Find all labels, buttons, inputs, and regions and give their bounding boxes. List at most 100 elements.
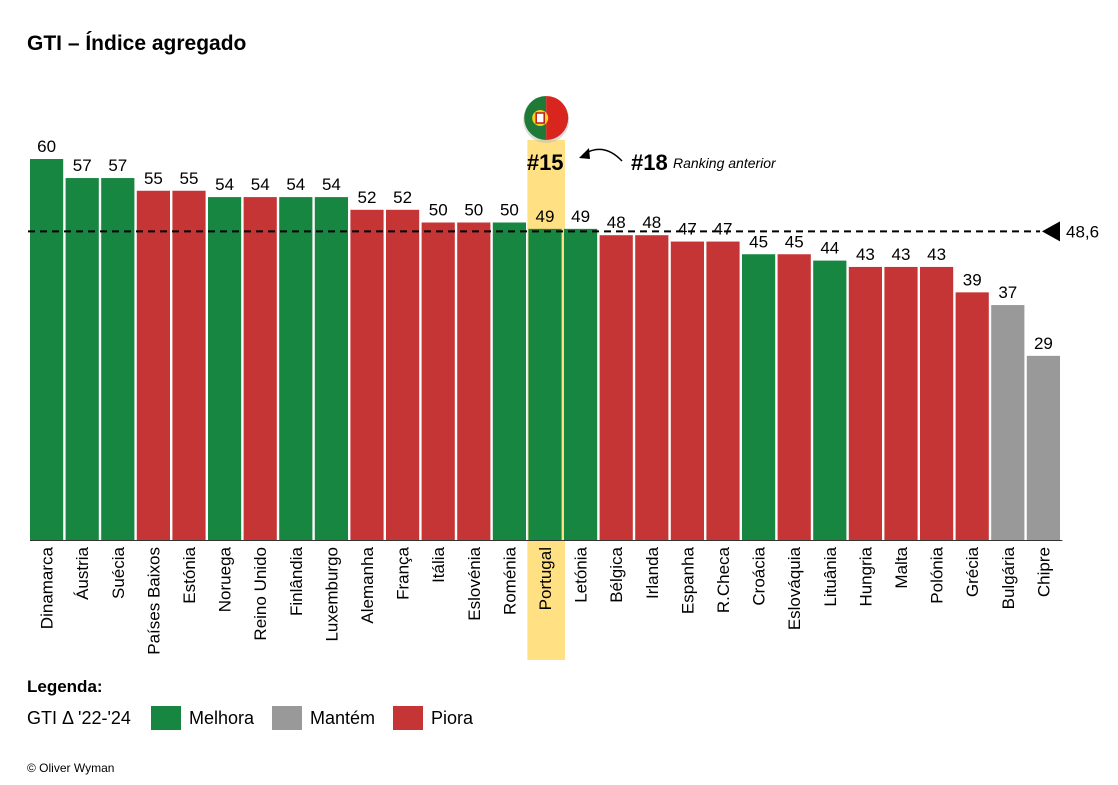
category-label-italia: Itália xyxy=(429,546,448,582)
flag-shield xyxy=(535,112,545,124)
value-label-grecia: 39 xyxy=(963,270,982,289)
category-label-finlandia: Finlândia xyxy=(287,546,306,616)
value-label-franca: 52 xyxy=(393,188,412,207)
bar-reino-unido xyxy=(243,197,277,540)
legend-swatch-piora xyxy=(393,706,424,730)
value-label-r-checa: 47 xyxy=(714,220,733,239)
bar-polonia xyxy=(920,266,954,540)
bar-paises-baixos xyxy=(136,190,170,540)
bar-italia xyxy=(421,222,455,540)
rank-label: #15 xyxy=(527,150,564,175)
flag-red-half xyxy=(546,96,569,140)
category-label-croacia: Croácia xyxy=(750,546,769,605)
chart-title: GTI – Índice agregado xyxy=(27,32,247,55)
value-label-malta: 43 xyxy=(892,245,911,264)
value-label-bulgaria: 37 xyxy=(998,283,1017,302)
average-label: 48,6 xyxy=(1066,222,1099,241)
rank-arrowhead xyxy=(579,148,590,159)
source-credit: © Oliver Wyman xyxy=(27,761,115,775)
previous-rank-caption: Ranking anterior xyxy=(673,155,777,171)
category-label-malta: Malta xyxy=(892,546,911,588)
bar-malta xyxy=(884,266,918,540)
bar-noruega xyxy=(208,197,242,540)
value-label-croacia: 45 xyxy=(749,232,768,251)
bar-r-checa xyxy=(706,241,740,541)
category-label-bulgaria: Bulgária xyxy=(999,546,1018,609)
category-label-reino-unido: Reino Unido xyxy=(251,547,270,641)
legend-label-piora: Piora xyxy=(431,707,474,728)
category-label-noruega: Noruega xyxy=(216,546,235,612)
value-label-austria: 57 xyxy=(73,156,92,175)
category-label-belgica: Bélgica xyxy=(607,546,626,602)
value-label-eslovaquia: 45 xyxy=(785,232,804,251)
value-label-chipre: 29 xyxy=(1034,334,1053,353)
bar-franca xyxy=(386,209,420,541)
value-label-noruega: 54 xyxy=(215,175,234,194)
value-label-dinamarca: 60 xyxy=(37,137,56,156)
previous-rank-label: #18 xyxy=(631,150,668,175)
category-label-luxemburgo: Luxemburgo xyxy=(322,547,341,642)
category-label-lituania: Lituânia xyxy=(821,546,840,606)
bar-hungria xyxy=(848,266,882,540)
value-label-estonia: 55 xyxy=(180,169,199,188)
bar-letonia xyxy=(564,228,598,540)
bar-croacia xyxy=(742,254,776,540)
category-label-dinamarca: Dinamarca xyxy=(38,546,57,629)
value-label-polonia: 43 xyxy=(927,245,946,264)
rank-arrow xyxy=(583,148,623,162)
bar-grecia xyxy=(955,292,989,540)
value-label-luxemburgo: 54 xyxy=(322,175,341,194)
legend-prefix: GTI Δ '22-'24 xyxy=(27,707,131,728)
value-label-irlanda: 48 xyxy=(642,213,661,232)
value-label-suecia: 57 xyxy=(108,156,127,175)
bar-espanha xyxy=(670,241,704,541)
value-label-portugal: 49 xyxy=(536,207,555,226)
legend-label-mantem: Mantém xyxy=(309,707,376,728)
bar-irlanda xyxy=(635,235,669,540)
bar-finlandia xyxy=(279,197,313,540)
category-label-r-checa: R.Checa xyxy=(714,546,733,613)
legend-swatch-mantem xyxy=(271,706,302,730)
value-label-reino-unido: 54 xyxy=(251,175,270,194)
category-label-franca: França xyxy=(394,546,413,599)
legend: GTI Δ '22-'24 Melhora Mantém Piora xyxy=(27,705,491,731)
value-label-belgica: 48 xyxy=(607,213,626,232)
value-label-finlandia: 54 xyxy=(286,175,305,194)
bar-lituania xyxy=(813,260,847,540)
category-label-paises-baixos: Países Baixos xyxy=(144,547,163,655)
category-label-letonia: Letónia xyxy=(572,546,591,602)
value-label-paises-baixos: 55 xyxy=(144,169,163,188)
bar-estonia xyxy=(172,190,206,540)
value-label-hungria: 43 xyxy=(856,245,875,264)
bar-luxemburgo xyxy=(314,197,348,540)
bar-romenia xyxy=(492,222,526,540)
bar-chipre xyxy=(1026,355,1060,540)
value-label-lituania: 44 xyxy=(820,239,839,258)
bar-dinamarca xyxy=(30,159,64,540)
bar-eslovenia xyxy=(457,222,491,540)
legend-label-melhora: Melhora xyxy=(188,707,254,728)
bar-austria xyxy=(65,178,99,541)
bar-bulgaria xyxy=(991,305,1025,540)
category-label-grecia: Grécia xyxy=(963,546,982,597)
category-label-alemanha: Alemanha xyxy=(358,546,377,623)
legend-swatch-melhora xyxy=(150,706,181,730)
value-label-italia: 50 xyxy=(429,201,448,220)
category-label-suecia: Suécia xyxy=(109,546,128,599)
legend-title: Legenda: xyxy=(27,677,103,696)
value-label-espanha: 47 xyxy=(678,220,697,239)
category-label-portugal: Portugal xyxy=(536,547,555,610)
category-label-chipre: Chipre xyxy=(1034,547,1053,597)
bar-suecia xyxy=(101,178,135,541)
category-label-hungria: Hungria xyxy=(856,546,875,606)
value-label-romenia: 50 xyxy=(500,201,519,220)
average-marker xyxy=(1042,221,1060,242)
value-label-letonia: 49 xyxy=(571,207,590,226)
category-label-eslovenia: Eslovénia xyxy=(465,546,484,620)
bar-eslovaquia xyxy=(777,254,811,540)
bar-portugal xyxy=(528,228,562,540)
category-label-eslovaquia: Eslováquia xyxy=(785,546,804,630)
category-label-irlanda: Irlanda xyxy=(643,546,662,599)
bar-belgica xyxy=(599,235,633,540)
